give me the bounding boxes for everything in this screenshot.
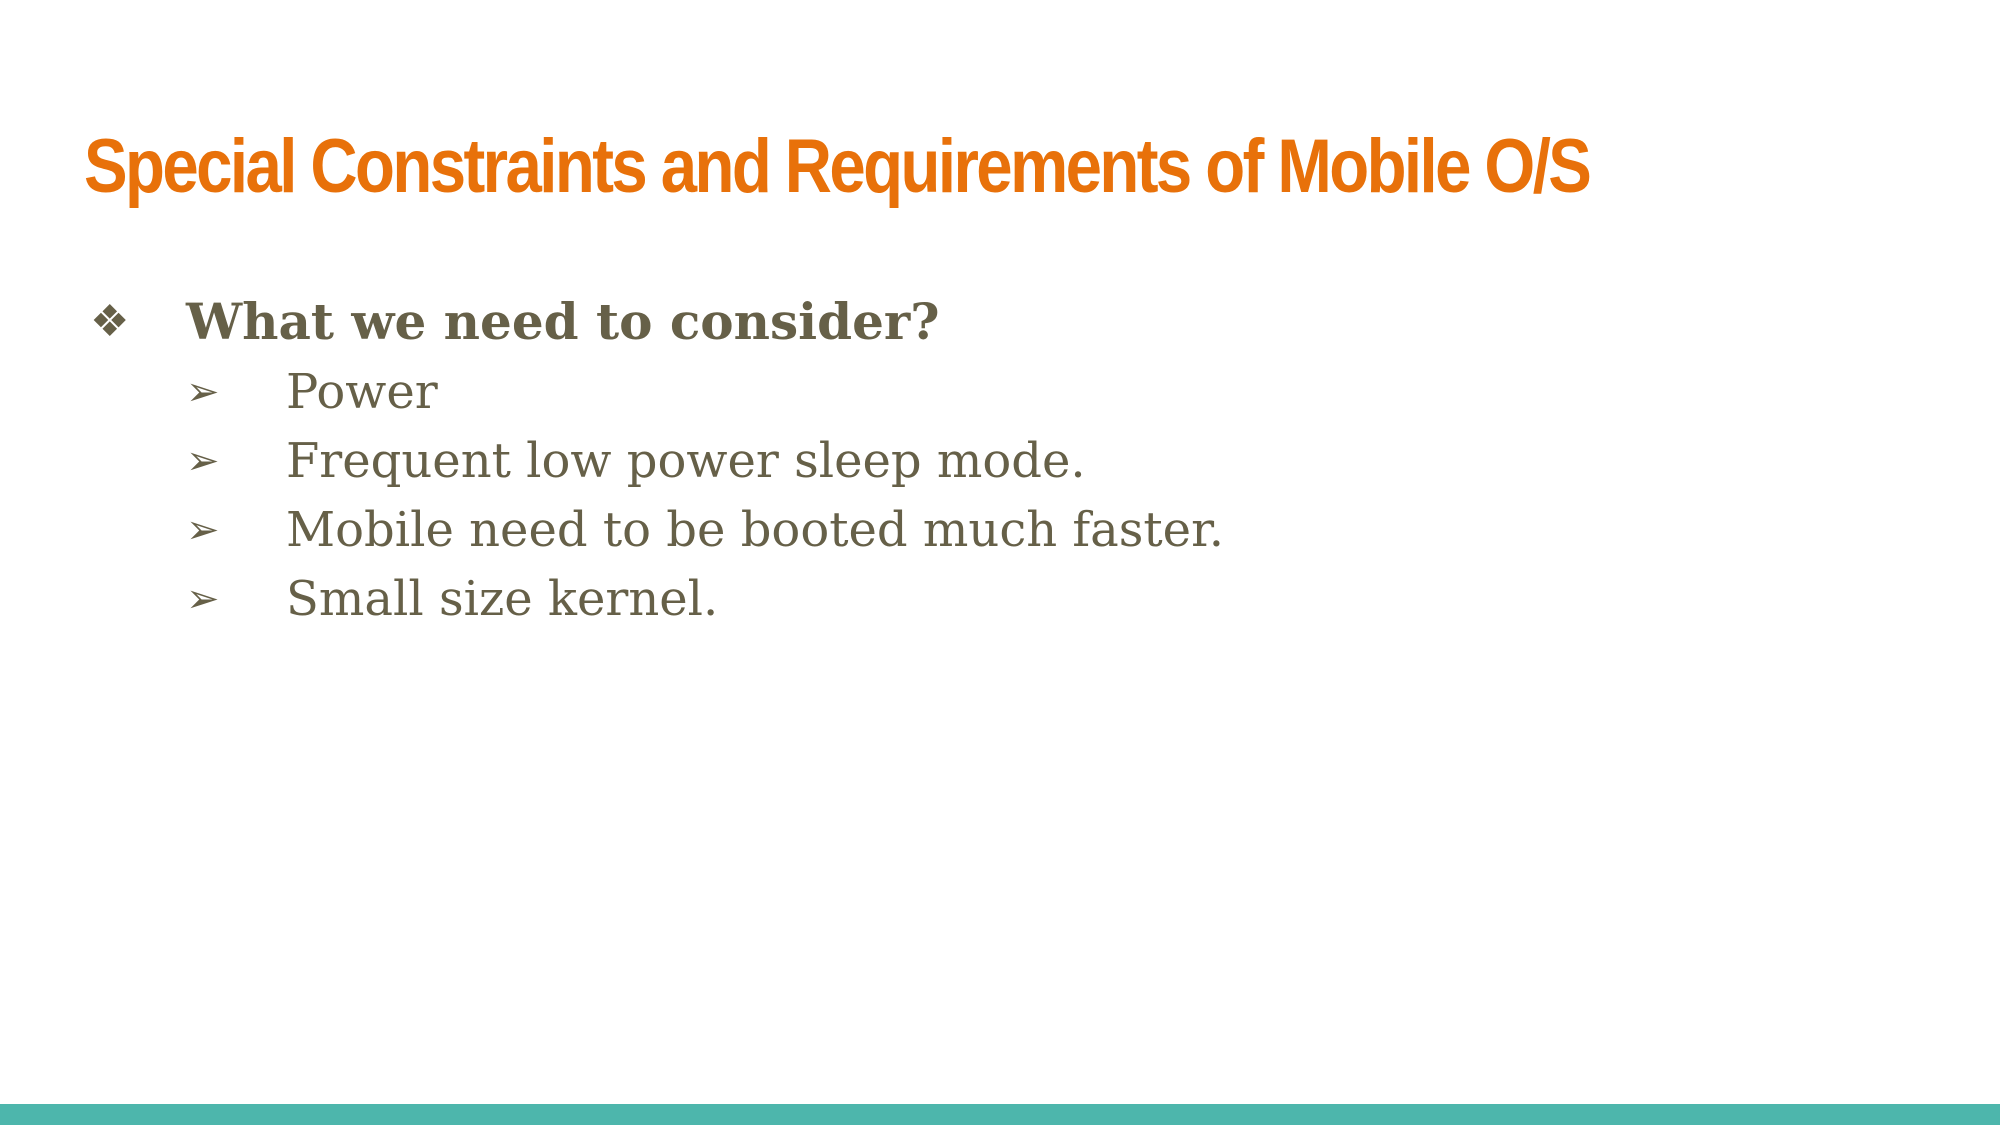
bullet-item: ❖ What we need to consider?	[84, 286, 1884, 358]
sub-bullet-item: ➢ Power	[84, 358, 1884, 427]
bullet-text: What we need to consider?	[186, 292, 940, 351]
sub-bullet-text: Frequent low power sleep mode.	[286, 433, 1086, 489]
slide-title: Special Constraints and Requirements of …	[84, 124, 1592, 209]
sub-bullet-item: ➢ Frequent low power sleep mode.	[84, 427, 1884, 496]
sub-bullet-text: Mobile need to be booted much faster.	[286, 502, 1225, 558]
sub-bullet-item: ➢ Mobile need to be booted much faster.	[84, 496, 1884, 565]
arrowhead-bullet-icon: ➢	[186, 576, 220, 622]
sub-bullet-list: ➢ Power ➢ Frequent low power sleep mode.…	[84, 358, 1884, 634]
sub-bullet-text: Small size kernel.	[286, 571, 719, 627]
diamond-bullet-icon: ❖	[90, 296, 130, 347]
sub-bullet-item: ➢ Small size kernel.	[84, 565, 1884, 634]
arrowhead-bullet-icon: ➢	[186, 438, 220, 484]
arrowhead-bullet-icon: ➢	[186, 369, 220, 415]
slide-body: ❖ What we need to consider? ➢ Power ➢ Fr…	[84, 286, 1884, 634]
bottom-accent-bar	[0, 1104, 2000, 1125]
arrowhead-bullet-icon: ➢	[186, 507, 220, 553]
sub-bullet-text: Power	[286, 364, 438, 420]
